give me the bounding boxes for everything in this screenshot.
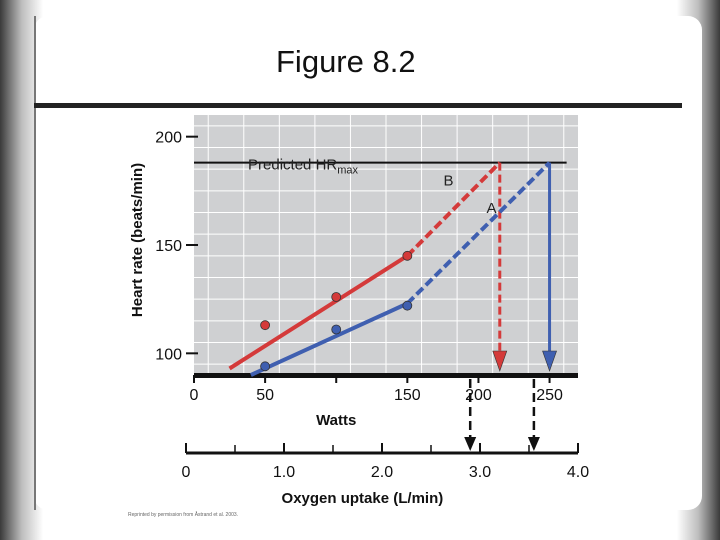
title-divider	[34, 103, 682, 108]
series-B-extrapolation	[405, 161, 502, 258]
hrmax-label: Predicted HRmax	[248, 157, 358, 177]
slide-left-rule	[34, 16, 36, 510]
series-B-label: B	[444, 172, 454, 189]
oxygen-tick-label: 4.0	[567, 464, 589, 481]
series-A-extrapolation	[405, 161, 551, 305]
oxygen-tick-label: 0	[182, 464, 191, 481]
hrmax-label-sub: max	[337, 165, 358, 177]
x-tick-label: 250	[536, 387, 563, 404]
oxygen-marker-arrow	[464, 437, 477, 451]
series-B-point	[331, 292, 342, 302]
oxygen-axis-label: Oxygen uptake (L/min)	[282, 490, 444, 507]
x-tick-label: 150	[394, 387, 421, 404]
x-axis-label: Watts	[316, 412, 356, 429]
oxygen-tick-label: 3.0	[469, 464, 491, 481]
y-tick-label: 200	[155, 130, 182, 147]
credit-line: Reprinted by permission from Åstrand et …	[128, 512, 239, 518]
oxygen-tick-label: 1.0	[273, 464, 295, 481]
oxygen-marker-arrow	[527, 437, 540, 451]
series-A-point	[331, 324, 342, 335]
series-B-fit-line	[228, 254, 409, 371]
series-A-label: A	[486, 200, 496, 217]
x-tick-label: 0	[190, 387, 199, 404]
y-tick-label: 100	[155, 346, 182, 363]
series-B-drop-arrow	[492, 350, 508, 372]
series-A-point	[402, 300, 413, 311]
slide-title: Figure 8.2	[276, 44, 416, 79]
y-axis-label: Heart rate (beats/min)	[129, 163, 146, 317]
series-A-point	[260, 361, 271, 372]
series-B-point	[260, 320, 271, 331]
series-A-fit-line	[250, 301, 409, 377]
x-axis-line	[194, 373, 578, 378]
x-tick-label: 50	[256, 387, 274, 404]
oxygen-tick-label: 2.0	[371, 464, 393, 481]
y-tick-label: 150	[155, 238, 182, 255]
series-A-drop-arrow	[542, 350, 557, 372]
series-B-point	[402, 250, 413, 261]
x-tick-label: 200	[465, 387, 492, 404]
